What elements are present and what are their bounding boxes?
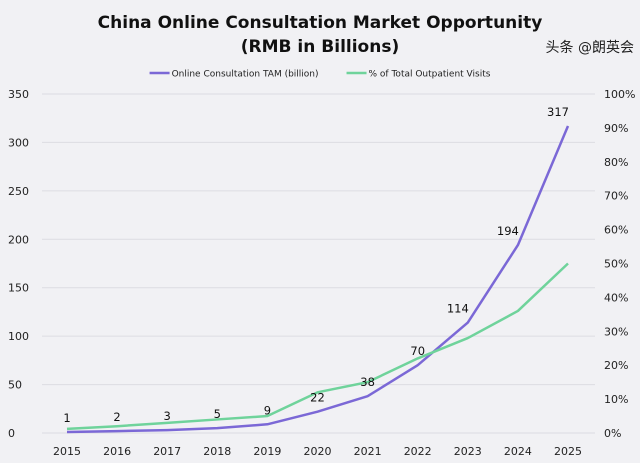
right-tick-label: 100% <box>604 88 635 101</box>
series <box>66 125 570 434</box>
x-tick-label: 2018 <box>203 445 231 458</box>
left-tick-label: 350 <box>8 88 29 101</box>
left-tick-label: 200 <box>8 233 29 246</box>
x-tick-label: 2015 <box>53 445 81 458</box>
right-tick-label: 50% <box>604 258 628 271</box>
right-tick-label: 80% <box>604 156 628 169</box>
right-axis: 0% 10% 20% 30% 40% 50% 60% 70% 80% 90% 100% <box>604 88 635 440</box>
right-tick-label: 90% <box>604 122 628 135</box>
series-line <box>66 125 570 434</box>
x-tick-label: 2024 <box>504 445 532 458</box>
x-tick-label: 2023 <box>454 445 482 458</box>
data-label: 70 <box>410 344 425 358</box>
right-tick-label: 20% <box>604 359 628 372</box>
grid <box>42 93 595 434</box>
data-label: 22 <box>310 391 325 405</box>
right-tick-label: 40% <box>604 291 628 304</box>
data-label: 317 <box>547 105 569 119</box>
data-label: 9 <box>264 403 271 417</box>
left-tick-label: 250 <box>8 185 29 198</box>
right-tick-label: 30% <box>604 325 628 338</box>
x-tick-label: 2017 <box>153 445 181 458</box>
watermark: 头条 @朗英会 <box>546 39 634 56</box>
right-tick-label: 10% <box>604 393 628 406</box>
left-tick-label: 300 <box>8 136 29 149</box>
legend-label: % of Total Outpatient Visits <box>369 70 491 80</box>
left-tick-label: 0 <box>8 427 15 440</box>
x-tick-label: 2021 <box>354 445 382 458</box>
x-axis: 2015 2016 2017 2018 2019 2020 2021 2022 2023 2024… <box>53 445 582 458</box>
x-tick-label: 2022 <box>404 445 432 458</box>
data-labels: 1 2 3 5 9 22 38 70 114 194 317 <box>63 105 569 425</box>
right-tick-label: 0% <box>604 427 621 440</box>
chart-title: China Online Consultation Market Opportu… <box>98 13 543 33</box>
right-tick-label: 60% <box>604 224 628 237</box>
data-label: 38 <box>360 375 375 389</box>
legend-label: Online Consultation TAM (billion) <box>172 70 319 80</box>
left-tick-label: 50 <box>8 379 22 392</box>
chart-subtitle: (RMB in Billions) <box>241 37 399 57</box>
data-label: 1 <box>63 411 70 425</box>
left-tick-label: 100 <box>8 330 29 343</box>
left-tick-label: 150 <box>8 282 29 295</box>
x-tick-label: 2025 <box>554 445 582 458</box>
data-label: 194 <box>497 224 519 238</box>
data-label: 5 <box>214 407 221 421</box>
x-tick-label: 2019 <box>253 445 281 458</box>
x-tick-label: 2020 <box>304 445 332 458</box>
x-tick-label: 2016 <box>103 445 131 458</box>
right-tick-label: 70% <box>604 190 628 203</box>
data-label: 114 <box>447 302 469 316</box>
left-axis: 0 50 100 150 200 250 300 350 <box>8 88 29 440</box>
data-label: 2 <box>113 410 120 424</box>
legend: Online Consultation TAM (billion) % of To… <box>149 70 491 80</box>
data-label: 3 <box>164 409 171 423</box>
